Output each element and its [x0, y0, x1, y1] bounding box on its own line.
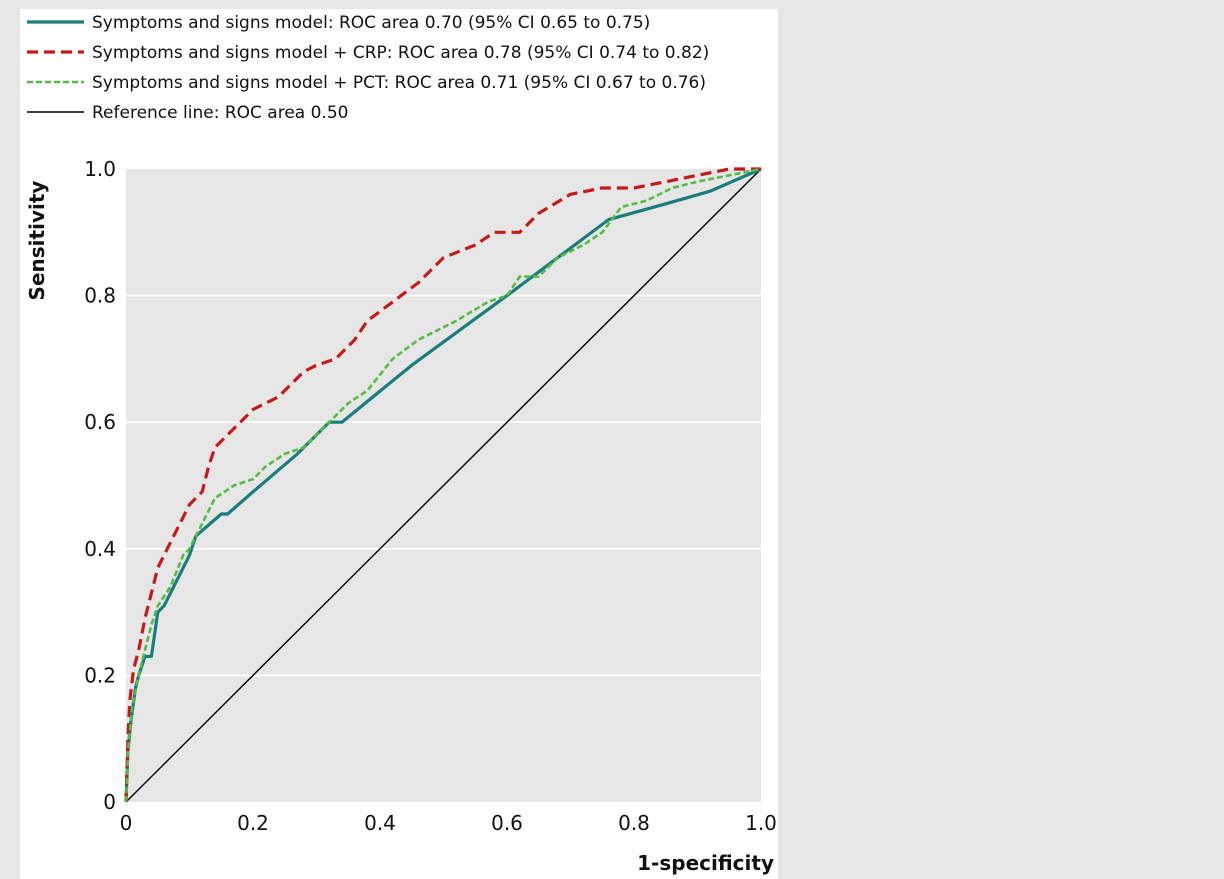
- y-tick-labels: 0 0.2 0.4 0.6 0.8 1.0: [84, 157, 116, 814]
- roc-figure: Symptoms and signs model: ROC area 0.70 …: [20, 9, 778, 879]
- series-line-symptoms-and-signs-model-crp: [124, 167, 761, 803]
- y-tick-label: 0.6: [84, 410, 116, 434]
- x-tick-label: 0.2: [237, 811, 269, 835]
- y-tick-label: 0: [103, 790, 116, 814]
- y-tick-label: 0.8: [84, 284, 116, 308]
- x-tick-label: 0.8: [618, 811, 650, 835]
- x-tick-label: 1.0: [745, 811, 777, 835]
- x-axis-title: 1-specificity: [637, 851, 774, 875]
- y-axis-title: Sensitivity: [25, 181, 49, 301]
- y-tick-label: 0.4: [84, 537, 116, 561]
- legend-label: Symptoms and signs model: ROC area 0.70 …: [92, 13, 650, 33]
- roc-chart: Symptoms and signs model: ROC area 0.70 …: [25, 13, 777, 875]
- legend-label: Reference line: ROC area 0.50: [92, 103, 348, 123]
- x-tick-label: 0.6: [491, 811, 523, 835]
- series-line-reference-line: [125, 168, 762, 803]
- x-tick-labels: 0 0.2 0.4 0.6 0.8 1.0: [120, 811, 777, 835]
- legend-label: Symptoms and signs model + CRP: ROC area…: [92, 43, 709, 63]
- legend-label: Symptoms and signs model + PCT: ROC area…: [92, 73, 706, 93]
- x-tick-label: 0.4: [364, 811, 396, 835]
- legend: Symptoms and signs model: ROC area 0.70 …: [27, 13, 709, 123]
- y-tick-label: 1.0: [84, 157, 116, 181]
- grid-lines: [126, 294, 761, 677]
- y-tick-label: 0.2: [84, 663, 116, 687]
- x-tick-label: 0: [120, 811, 133, 835]
- series-layer: [124, 167, 762, 803]
